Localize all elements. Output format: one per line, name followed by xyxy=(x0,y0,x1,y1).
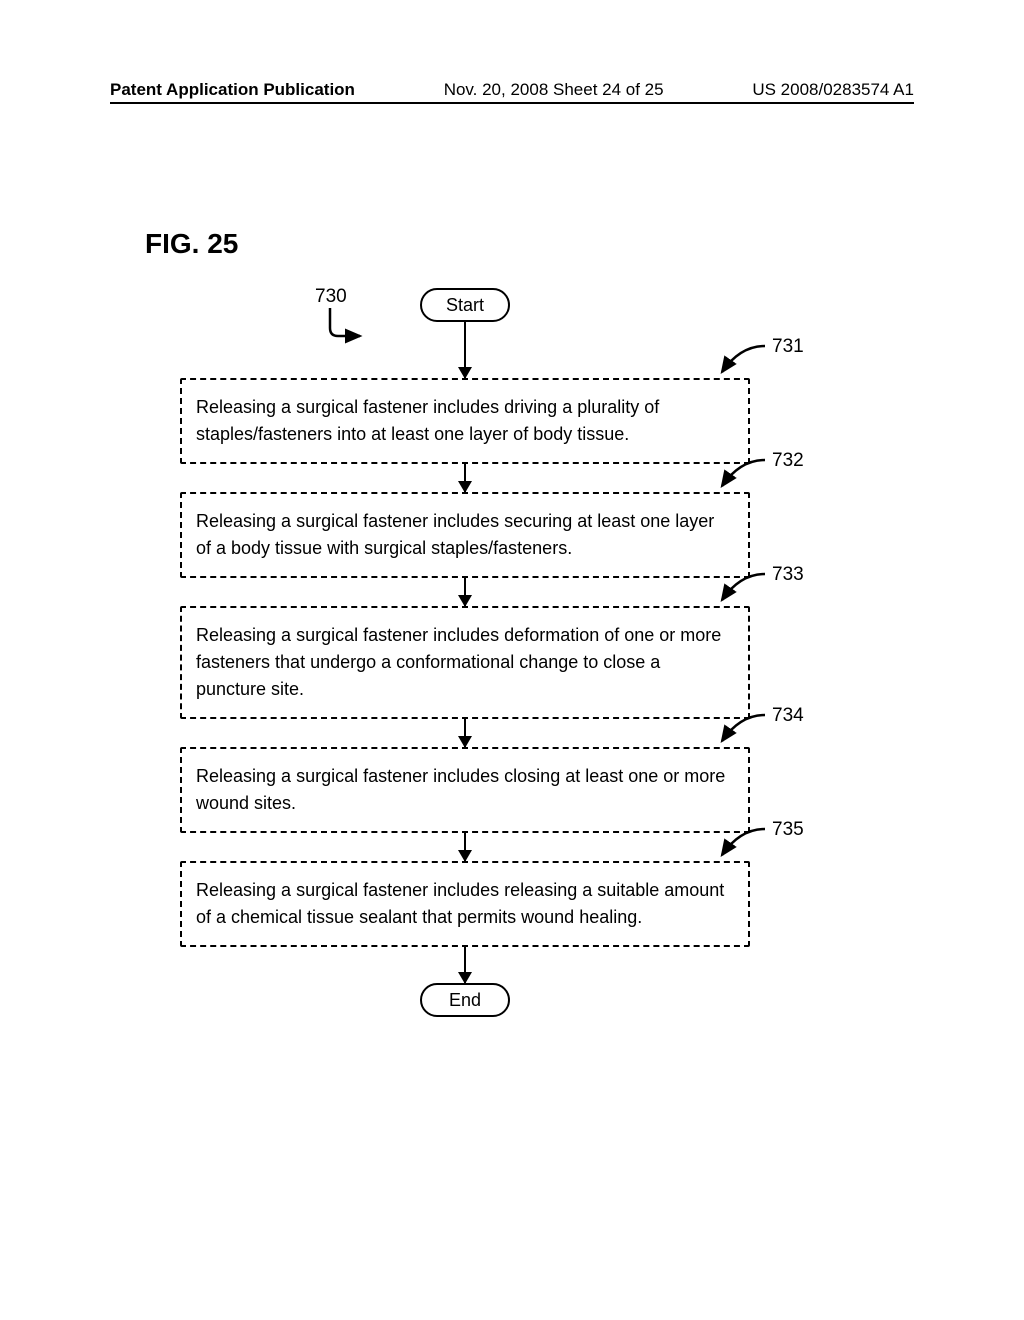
flowchart-diagram: 730 Start 731 Releasing a surgical faste… xyxy=(145,288,785,1017)
ref-label-733: 733 xyxy=(772,564,804,586)
arrow-icon xyxy=(464,322,466,378)
step-text: Releasing a surgical fastener includes d… xyxy=(196,397,659,444)
step-box: Releasing a surgical fastener includes d… xyxy=(180,606,750,719)
header-left: Patent Application Publication xyxy=(110,80,355,100)
header-right: US 2008/0283574 A1 xyxy=(752,80,914,100)
arrow-icon xyxy=(464,947,466,983)
step-735: 735 Releasing a surgical fastener includ… xyxy=(180,861,750,947)
arrow-icon xyxy=(464,464,466,492)
ref-label-732: 732 xyxy=(772,450,804,472)
header-center: Nov. 20, 2008 Sheet 24 of 25 xyxy=(444,80,664,100)
page-header: Patent Application Publication Nov. 20, … xyxy=(110,80,914,104)
end-label: End xyxy=(449,990,481,1011)
ref-callout-735: 735 xyxy=(710,821,810,863)
ref-arrow-main xyxy=(320,306,375,346)
start-label: Start xyxy=(446,295,484,316)
ref-label-731: 731 xyxy=(772,336,804,358)
figure-title: FIG. 25 xyxy=(145,228,238,260)
ref-callout-732: 732 xyxy=(710,452,810,494)
step-text: Releasing a surgical fastener includes s… xyxy=(196,511,714,558)
step-731: 731 Releasing a surgical fastener includ… xyxy=(180,378,750,464)
step-box: Releasing a surgical fastener includes d… xyxy=(180,378,750,464)
step-box: Releasing a surgical fastener includes r… xyxy=(180,861,750,947)
end-terminal: End xyxy=(420,983,510,1017)
ref-label-735: 735 xyxy=(772,819,804,841)
ref-label-main: 730 xyxy=(315,286,347,308)
step-734: 734 Releasing a surgical fastener includ… xyxy=(180,747,750,833)
step-text: Releasing a surgical fastener includes d… xyxy=(196,625,721,699)
ref-callout-734: 734 xyxy=(710,707,810,749)
ref-label-734: 734 xyxy=(772,705,804,727)
ref-callout-733: 733 xyxy=(710,566,810,608)
step-732: 732 Releasing a surgical fastener includ… xyxy=(180,492,750,578)
arrow-icon xyxy=(464,719,466,747)
ref-callout-731: 731 xyxy=(710,338,810,380)
step-733: 733 Releasing a surgical fastener includ… xyxy=(180,606,750,719)
step-box: Releasing a surgical fastener includes s… xyxy=(180,492,750,578)
arrow-icon xyxy=(464,833,466,861)
step-text: Releasing a surgical fastener includes r… xyxy=(196,880,724,927)
start-terminal: Start xyxy=(420,288,510,322)
arrow-icon xyxy=(464,578,466,606)
step-box: Releasing a surgical fastener includes c… xyxy=(180,747,750,833)
step-text: Releasing a surgical fastener includes c… xyxy=(196,766,725,813)
